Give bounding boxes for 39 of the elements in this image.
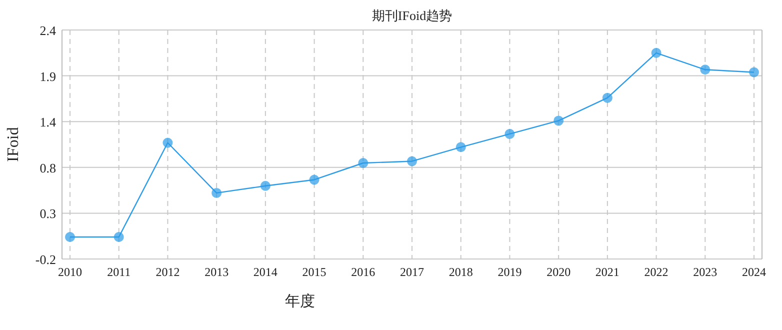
y-tick-label: 2.4 [40,23,56,38]
point [358,158,368,168]
x-tick-label: 2019 [498,265,522,279]
x-tick-label: 2014 [253,265,278,279]
y-tick-label: 0.3 [40,206,56,222]
point [260,180,270,191]
point [456,142,466,152]
x-tick-label: 2021 [595,265,620,279]
x-tick-label: 2010 [58,265,82,279]
point [212,188,222,198]
y-tick-label: 0.8 [40,160,56,176]
x-tick-label: 2013 [204,265,229,279]
chart-title: 期刊IFoid趋势 [372,8,452,23]
point [504,128,515,139]
x-axis-title: 年度 [285,293,315,310]
x-tick-label: 2012 [156,265,180,279]
x-tick-label: 2024 [742,265,766,279]
y-tick-label: 1.4 [40,114,56,130]
point [407,156,417,166]
point [162,138,173,148]
y-tick-label: -0.2 [35,252,56,267]
x-tick-label: 2022 [644,265,668,279]
point [309,174,320,185]
point [749,67,759,78]
x-tick-label: 2018 [448,265,473,279]
x-tick-label: 2016 [351,265,376,279]
point [114,232,124,242]
y-tick-label: 1.9 [40,68,56,84]
point [700,64,710,75]
x-tick-label: 2017 [400,265,424,279]
x-tick-label: 2015 [302,265,326,279]
x-tick-label: 2023 [693,265,718,279]
point [651,48,662,58]
x-tick-label: 2020 [546,265,571,279]
point [602,92,612,103]
y-axis-title: IFoid [5,127,22,162]
point [65,232,75,242]
x-tick-label: 2011 [107,265,131,279]
point [554,116,564,126]
